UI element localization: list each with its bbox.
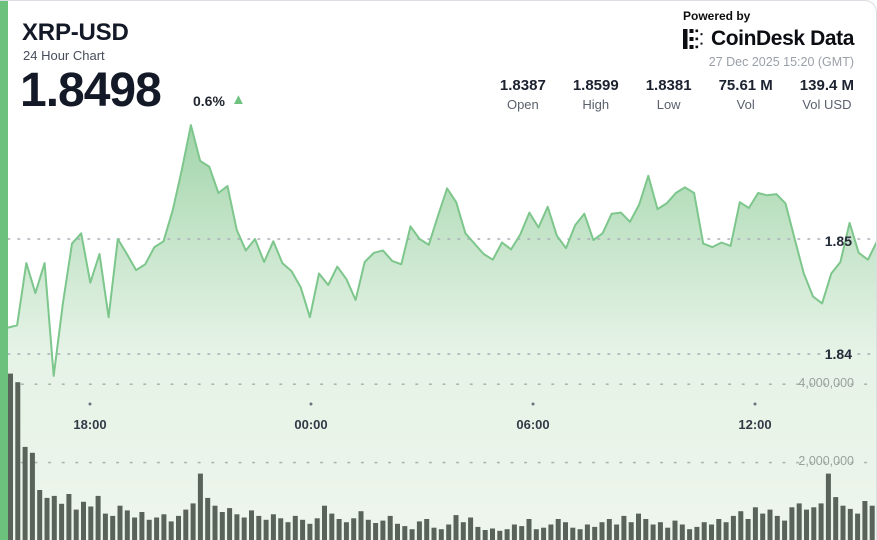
up-triangle-icon: ▲ [231, 91, 246, 108]
time-axis-tick-0600: 06:00 [516, 417, 550, 432]
low-label: Low [656, 97, 681, 112]
stat-high: 1.8599 High [573, 77, 619, 112]
powered-by-label: Powered by [682, 9, 751, 23]
low-value: 1.8381 [645, 77, 692, 94]
chart-timestamp: 27 Dec 2025 15:20 (GMT) [708, 55, 854, 69]
chart-range-subtitle: 24 Hour Chart [23, 48, 105, 63]
volume-usd-label: Vol USD [802, 97, 852, 112]
volume-axis-tick-2m: 2,000,000 [798, 454, 854, 468]
current-price: 1.8498 [20, 64, 162, 117]
coindesk-brand[interactable]: CoinDesk Data [682, 27, 854, 51]
symbol-title: XRP-USD [22, 19, 129, 46]
time-axis-tick-1200: 12:00 [738, 417, 772, 432]
coindesk-logo-icon [682, 29, 703, 49]
price-axis-tick-1-84: 1.84 [824, 346, 852, 362]
volume-value: 75.61 M [718, 77, 773, 94]
stat-volume-usd: 139.4 M Vol USD [800, 77, 854, 112]
high-value: 1.8599 [572, 77, 619, 94]
time-axis-tick-1800: 18:00 [73, 417, 107, 432]
volume-axis-tick-4m: 4,000,000 [798, 376, 854, 390]
stat-open: 1.8387 Open [500, 77, 546, 112]
price-axis-tick-1-85: 1.85 [824, 233, 852, 249]
accent-stripe [0, 1, 8, 540]
stat-low: 1.8381 Low [646, 77, 692, 112]
high-label: High [582, 97, 610, 112]
open-label: Open [506, 97, 539, 112]
volume-usd-value: 139.4 M [799, 77, 854, 94]
open-value: 1.8387 [499, 77, 546, 94]
powered-by-block: Powered by CoinDesk Data 27 Dec 2025 15:… [682, 9, 854, 69]
volume-label: Vol [736, 97, 755, 112]
coindesk-brand-text: CoinDesk Data [710, 27, 854, 50]
time-axis-tick-0000: 00:00 [294, 417, 328, 432]
stat-volume: 75.61 M Vol [719, 77, 773, 112]
ohlc-stats-row: 1.8387 Open 1.8599 High 1.8381 Low 75.61… [500, 77, 854, 112]
change-percent: 0.6% [193, 93, 225, 109]
